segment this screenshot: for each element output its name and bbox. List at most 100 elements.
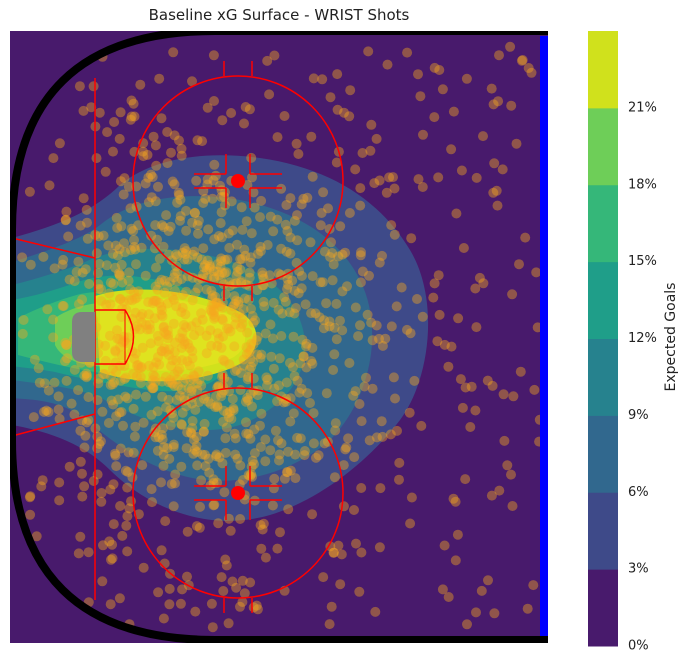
shot-marker (507, 501, 518, 511)
shot-marker (225, 326, 236, 337)
shot-marker (205, 399, 216, 409)
shot-marker (235, 601, 245, 612)
shot-marker (206, 285, 217, 296)
chart-title: Baseline xG Surface - WRIST Shots (148, 6, 410, 24)
shot-marker (325, 252, 336, 262)
shot-marker (48, 153, 59, 164)
shot-marker (166, 361, 177, 372)
shot-marker (478, 278, 489, 289)
shot-marker (232, 453, 243, 464)
shot-marker (60, 356, 70, 367)
shot-marker (162, 127, 173, 137)
shot-marker (237, 254, 248, 264)
shot-marker (428, 292, 439, 303)
shot-marker (195, 501, 205, 512)
shot-marker (227, 225, 238, 236)
shot-marker (146, 169, 156, 180)
shot-marker (300, 299, 311, 310)
shot-marker (235, 264, 246, 275)
shot-marker (187, 76, 197, 87)
shot-marker (203, 224, 214, 235)
shot-marker (66, 398, 77, 409)
shot-marker (355, 320, 365, 331)
contour-band (95, 289, 257, 382)
shot-marker (217, 297, 228, 308)
shot-marker (42, 304, 53, 315)
shot-marker (232, 266, 243, 277)
shot-marker (142, 149, 153, 160)
shot-marker (168, 501, 179, 512)
shot-marker (498, 389, 509, 400)
shot-marker (127, 314, 138, 324)
shot-marker (175, 333, 185, 344)
shot-marker (252, 285, 263, 296)
shot-marker (131, 371, 142, 382)
shot-marker (133, 220, 144, 231)
shot-marker (307, 171, 318, 182)
shot-marker (319, 438, 330, 449)
shot-marker (103, 418, 114, 428)
shot-marker (197, 449, 208, 460)
shot-marker (209, 499, 220, 510)
shot-marker (321, 388, 332, 399)
shot-marker (264, 89, 275, 100)
shot-marker (318, 187, 329, 198)
shot-marker (413, 174, 424, 185)
shot-marker (125, 245, 136, 255)
shot-marker (187, 416, 198, 426)
shot-marker (113, 394, 124, 405)
shot-marker (185, 427, 196, 438)
shot-marker (118, 296, 129, 307)
shot-marker (147, 497, 157, 508)
shot-marker (162, 158, 173, 169)
shot-marker (489, 158, 500, 169)
shot-marker (212, 328, 223, 339)
shot-marker (307, 358, 318, 369)
shot-marker (147, 298, 158, 309)
shot-marker (194, 325, 205, 336)
shot-marker (161, 329, 172, 340)
shot-marker (245, 388, 256, 399)
faceoff-circle (132, 75, 344, 287)
shot-marker (209, 307, 220, 318)
shot-marker (116, 259, 127, 270)
shot-marker (58, 301, 69, 311)
shot-marker (120, 391, 131, 402)
shot-marker (182, 571, 192, 582)
shot-marker (374, 333, 384, 344)
shot-marker (151, 160, 162, 171)
shot-marker (506, 469, 516, 480)
shot-marker (330, 425, 341, 436)
shot-marker (198, 243, 209, 254)
shot-marker (289, 285, 300, 296)
shot-marker (158, 423, 168, 434)
shot-marker (114, 269, 125, 280)
shot-marker (178, 377, 189, 388)
shot-marker (164, 277, 175, 287)
shot-marker (258, 518, 269, 529)
shot-marker (494, 50, 504, 61)
shot-marker (273, 380, 284, 391)
shot-marker (218, 354, 229, 365)
shot-marker (164, 599, 175, 610)
shot-marker (160, 516, 171, 527)
shot-marker (217, 458, 228, 469)
shot-marker (63, 231, 74, 242)
shot-marker (126, 223, 137, 234)
shot-marker (184, 360, 195, 371)
shot-marker (502, 460, 513, 471)
shot-marker (152, 406, 163, 417)
shot-marker (111, 367, 122, 377)
shot-marker (107, 379, 118, 390)
shot-marker (217, 315, 228, 326)
shot-marker (299, 450, 310, 461)
shot-marker (157, 220, 167, 231)
shot-marker (243, 429, 254, 439)
shot-marker (168, 294, 179, 305)
shot-marker (160, 372, 171, 382)
shot-marker (115, 294, 126, 305)
shot-marker (100, 340, 111, 351)
shot-marker (246, 338, 257, 349)
shot-marker (189, 330, 200, 341)
colorbar-tick-label: 18% (628, 177, 657, 192)
